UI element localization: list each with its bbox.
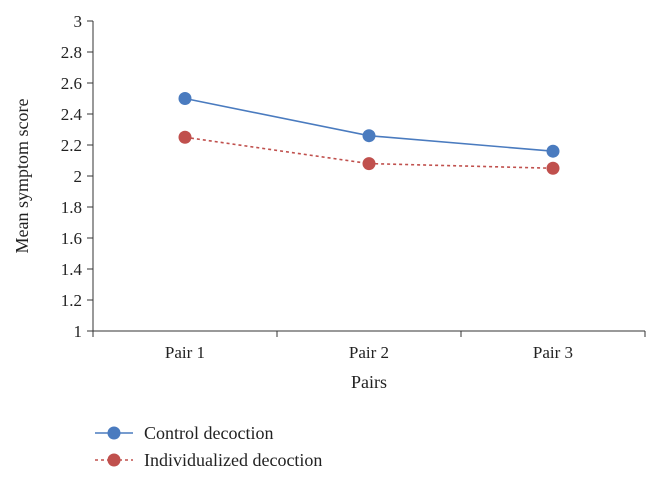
legend-label: Control decoction xyxy=(144,423,273,443)
series-line xyxy=(184,97,554,152)
y-tick-label: 1.8 xyxy=(61,198,82,217)
y-tick-label: 1.6 xyxy=(61,229,82,248)
data-point xyxy=(362,129,376,143)
y-tick-label: 1.2 xyxy=(61,291,82,310)
x-tick-label: Pair 3 xyxy=(533,343,573,362)
y-axis-title: Mean symptom score xyxy=(12,99,32,254)
data-point xyxy=(546,161,560,175)
y-tick-label: 2 xyxy=(74,167,83,186)
y-axis: 1 1.2 1.4 1.6 1.8 2 2.2 2.4 2.6 2.8 3 xyxy=(61,12,94,341)
y-tick-label: 2.4 xyxy=(61,105,83,124)
series-2 xyxy=(178,130,560,175)
y-tick-label: 1 xyxy=(74,322,83,341)
series-1 xyxy=(178,92,560,158)
y-tick-label: 3 xyxy=(74,12,83,31)
data-point xyxy=(362,157,376,171)
legend-label: Individualized decoction xyxy=(144,450,322,470)
y-tick-label: 1.4 xyxy=(61,260,83,279)
x-axis-title: Pairs xyxy=(351,372,387,392)
legend-marker xyxy=(107,426,121,440)
data-point xyxy=(546,144,560,158)
data-point xyxy=(178,130,192,144)
series-layer xyxy=(178,92,560,175)
y-tick-label: 2.6 xyxy=(61,74,82,93)
y-tick-label: 2.8 xyxy=(61,43,82,62)
series-line xyxy=(184,136,554,170)
legend-item: Control decoction xyxy=(95,423,273,443)
legend: Control decoction Individualized decoctio… xyxy=(95,423,322,470)
data-point xyxy=(178,92,192,105)
legend-item: Individualized decoction xyxy=(95,450,322,470)
x-tick-label: Pair 2 xyxy=(349,343,389,362)
y-tick-label: 2.2 xyxy=(61,136,82,155)
x-tick-label: Pair 1 xyxy=(165,343,205,362)
legend-marker xyxy=(107,453,121,467)
x-axis: Pair 1 Pair 2 Pair 3 xyxy=(92,330,646,362)
